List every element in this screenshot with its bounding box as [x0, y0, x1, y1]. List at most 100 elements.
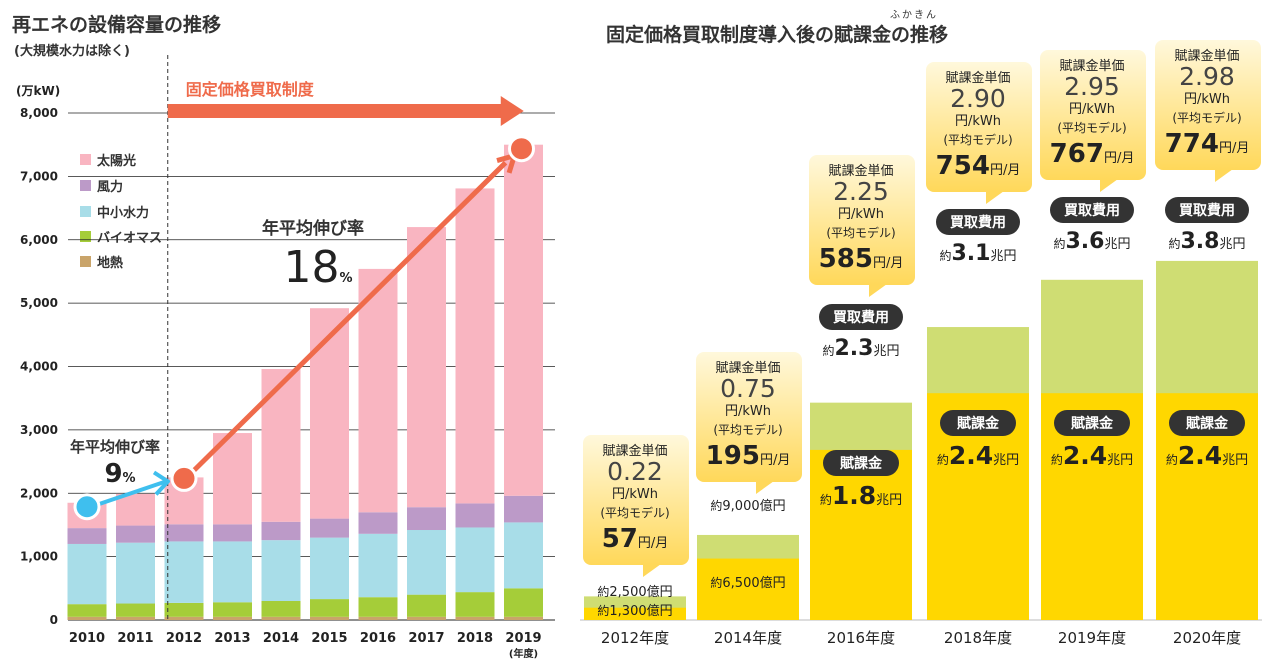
- callout-bubble: [1040, 50, 1146, 180]
- levy-badge: [940, 410, 1016, 436]
- purchase-value-label: 約3.1兆円: [939, 241, 1016, 266]
- levy-value-label: 約2.4兆円: [1166, 441, 1248, 470]
- annotation-late-label: 年平均伸び率: [262, 218, 364, 239]
- x-tick-label: 2019: [505, 631, 541, 646]
- callout-rate-unit: 円/kWh: [725, 404, 771, 419]
- bar-segment: [455, 188, 495, 504]
- right-chart-title: 固定価格買取制度導入後の賦課金の推移: [606, 24, 949, 46]
- callout-bubble: [583, 435, 689, 565]
- y-tick-label: 6,000: [20, 233, 58, 247]
- bar-segment: [455, 616, 495, 620]
- callout-rate-unit: 円/kWh: [955, 114, 1001, 129]
- callout-model: (平均モデル): [1172, 110, 1241, 125]
- bar-segment: [407, 530, 446, 595]
- levy-bar: [584, 607, 686, 620]
- bar-segment: [164, 524, 204, 542]
- purchase-badge: [1050, 197, 1134, 223]
- bar-segment: [164, 616, 204, 620]
- y-tick-label: 5,000: [20, 296, 58, 310]
- y-tick-label: 8,000: [20, 106, 58, 120]
- legend-item-hydro: 中小水力: [80, 201, 149, 221]
- callout-bubble: [926, 62, 1032, 192]
- bar-segment: [407, 227, 446, 508]
- x-tick-label: 2014年度: [714, 629, 782, 647]
- callout-model: (平均モデル): [1057, 120, 1126, 135]
- legend-item-wind: 風力: [80, 175, 123, 195]
- bar-segment: [261, 540, 301, 601]
- callout-monthly: 585円/月: [819, 244, 904, 274]
- callout-pointer: [756, 481, 774, 494]
- legend-label-solar: 太陽光: [97, 153, 137, 169]
- y-tick-label: 2,000: [20, 486, 58, 500]
- levy-value-label: 約1.8兆円: [820, 481, 902, 510]
- bar-segment: [504, 616, 543, 620]
- y-axis-unit: (万kW): [16, 84, 60, 98]
- levy-value-label: 約2.4兆円: [937, 441, 1019, 470]
- bar-segment: [213, 616, 252, 620]
- bar-segment: [310, 518, 349, 538]
- levy-bar: [697, 558, 799, 620]
- bar-segment: [358, 597, 398, 617]
- bar-segment: [213, 524, 252, 542]
- bar-segment: [310, 599, 349, 617]
- callout-heading: 賦課金単価: [945, 70, 1010, 86]
- fit-arrow-body: [167, 104, 503, 118]
- bar-segment: [261, 521, 301, 541]
- callout-rate: 0.75: [720, 374, 776, 403]
- x-tick-label: 2018年度: [944, 629, 1012, 647]
- callout-model: (平均モデル): [943, 132, 1012, 147]
- bar-segment: [358, 616, 398, 620]
- legend-label-biomass: バイオマス: [97, 230, 163, 246]
- legend-item-solar: 太陽光: [80, 149, 136, 169]
- annotation-early-label: 年平均伸び率: [70, 438, 160, 456]
- legend-swatch-hydro: [80, 205, 91, 217]
- legend-swatch-wind: [80, 179, 91, 191]
- x-tick-label: 2016: [360, 631, 396, 646]
- callout-model: (平均モデル): [600, 505, 669, 520]
- bar-segment: [407, 616, 446, 620]
- callout-heading: 賦課金単価: [1174, 48, 1239, 64]
- purchase-badge: [936, 209, 1020, 235]
- callout-pointer: [1215, 169, 1233, 182]
- levy-value-label: 約6,500億円: [710, 575, 785, 591]
- legend-item-biomass: バイオマス: [80, 226, 162, 246]
- levy-value-label: 約1,300億円: [597, 603, 672, 619]
- bar-segment: [164, 541, 204, 603]
- x-tick-label: 2015: [311, 631, 347, 646]
- callout-monthly: 754円/月: [936, 151, 1021, 181]
- callout-heading: 賦課金単価: [1059, 58, 1124, 74]
- bar-segment: [67, 543, 107, 605]
- callout-model: (平均モデル): [713, 422, 782, 437]
- bar-segment: [67, 616, 107, 620]
- bar-segment: [310, 537, 349, 600]
- callout-rate: 0.22: [607, 457, 663, 486]
- title-furigana: ふかきん: [890, 10, 938, 21]
- annotation-early-value: 9%: [104, 459, 135, 489]
- levy-badge: [1054, 410, 1130, 436]
- bar-segment: [213, 541, 252, 603]
- bar-segment: [116, 603, 155, 617]
- y-tick-label: 1,000: [20, 550, 58, 564]
- callout-heading: 賦課金単価: [602, 443, 667, 459]
- callout-monthly: 774円/月: [1165, 129, 1250, 159]
- x-tick-label: 2017: [408, 631, 444, 646]
- x-tick-label: 2019年度: [1058, 629, 1126, 647]
- callout-rate-unit: 円/kWh: [1069, 102, 1115, 117]
- purchase-value-label: 約2.3兆円: [822, 336, 899, 361]
- callout-monthly: 57円/月: [602, 524, 669, 554]
- callout-heading: 賦課金単価: [715, 360, 780, 376]
- bar-segment: [358, 533, 398, 598]
- callout-bubble: [696, 352, 802, 482]
- purchase-badge-label: 買取費用: [833, 309, 889, 326]
- bar-segment: [504, 144, 543, 496]
- legend-item-geothermal: 地熱: [80, 251, 123, 271]
- purchase-badge-label: 買取費用: [1064, 202, 1120, 219]
- callout-rate: 2.95: [1064, 72, 1120, 101]
- purchase-value-label: 約9,000億円: [710, 498, 785, 514]
- bar-segment: [504, 588, 543, 617]
- growth-point-2010: [73, 493, 101, 521]
- x-tick-label: 2014: [263, 631, 299, 646]
- legend-swatch-biomass: [80, 230, 91, 242]
- x-tick-label: 2018: [457, 631, 493, 646]
